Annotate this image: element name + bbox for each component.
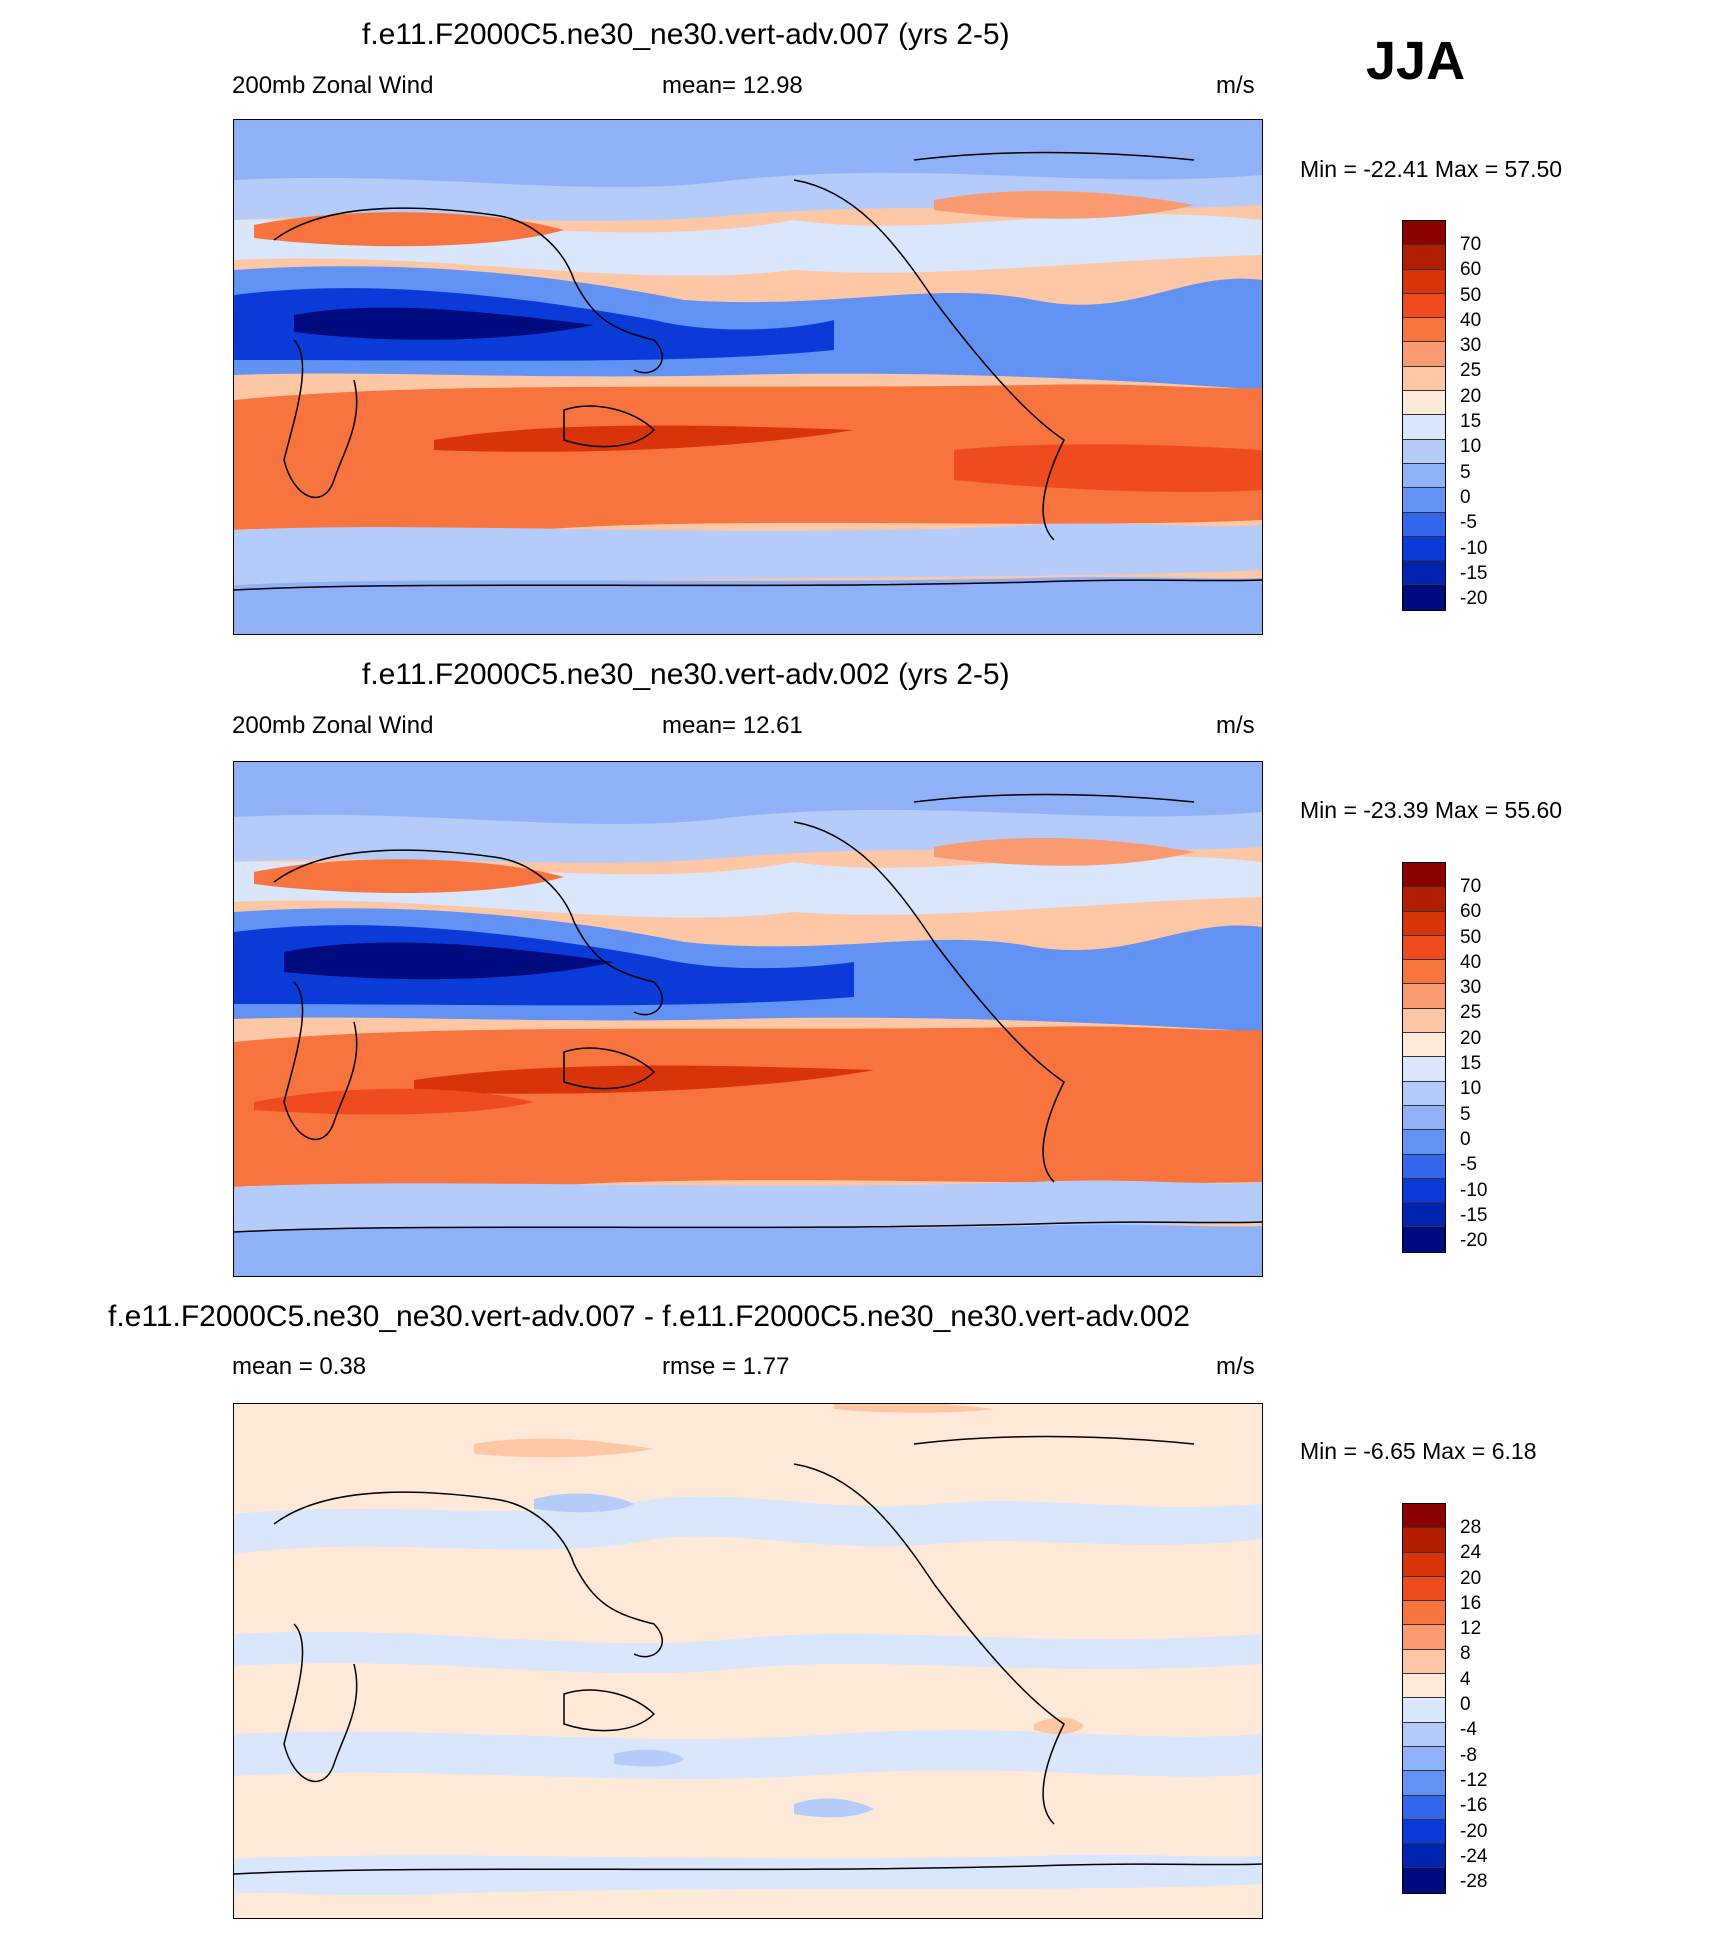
panel-2-variable: 200mb Zonal Wind: [232, 712, 434, 739]
colorbar-label: -5: [1460, 1154, 1477, 1176]
panel-1-map: [233, 119, 1263, 635]
diff-positive-blob-3: [1034, 1717, 1084, 1735]
colorbar-label: 15: [1460, 411, 1482, 433]
diff-positive-blob-4: [474, 1438, 654, 1458]
nh-jet-asia: [254, 859, 564, 894]
panel-3-mean: mean = 0.38: [232, 1353, 367, 1380]
panel-3-rmse: rmse = 1.77: [662, 1353, 790, 1380]
diff-negative-band-4: [234, 1854, 1262, 1896]
sh-jet-outer: [234, 1026, 1262, 1190]
colorbar-label: -28: [1460, 1871, 1488, 1893]
colorbar-label: 12: [1460, 1618, 1482, 1640]
colorbar-label: 4: [1460, 1668, 1471, 1690]
colorbar-label: 30: [1460, 977, 1482, 999]
diff-negative-band-3: [234, 1730, 1262, 1779]
colorbar-label: -20: [1460, 1820, 1488, 1842]
coastlines: [234, 793, 1262, 1233]
tropical-easterlies-max: [284, 942, 614, 980]
colorbar-label: 24: [1460, 1542, 1482, 1564]
colorbar-label: -15: [1460, 1204, 1488, 1226]
colorbar-label: 5: [1460, 1103, 1471, 1125]
colorbar-label: 8: [1460, 1643, 1471, 1665]
antarctic-band: [234, 1224, 1262, 1276]
panel-1-title: f.e11.F2000C5.ne30_ne30.vert-adv.007 (yr…: [362, 18, 1010, 51]
panel-3-units: m/s: [1216, 1353, 1255, 1380]
panel-2-title: f.e11.F2000C5.ne30_ne30.vert-adv.002 (yr…: [362, 658, 1010, 691]
diff-negative-band-1: [234, 1496, 1262, 1554]
coastlines: [234, 151, 1262, 591]
colorbar-label: -5: [1460, 512, 1477, 534]
panel-2-map: [233, 761, 1263, 1277]
colorbar-label: 0: [1460, 486, 1471, 508]
panel-2-mean: mean= 12.61: [662, 712, 803, 739]
colorbar-label: 28: [1460, 1517, 1482, 1538]
panel-2-minmax: Min = -23.39 Max = 55.60: [1300, 797, 1563, 823]
panel-1-minmax: Min = -22.41 Max = 57.50: [1300, 156, 1563, 182]
coastlines: [234, 1435, 1262, 1875]
colorbar-label: 60: [1460, 901, 1482, 923]
southern-ocean-band: [234, 1180, 1262, 1234]
panel-1-colorbar: [1402, 220, 1446, 611]
colorbar-label: 0: [1460, 1694, 1471, 1716]
colorbar-label: -8: [1460, 1744, 1477, 1766]
panel-3-title: f.e11.F2000C5.ne30_ne30.vert-adv.007 - f…: [108, 1300, 1190, 1333]
subpolar-band: [234, 172, 1262, 221]
panel-1-variable: 200mb Zonal Wind: [232, 72, 434, 99]
panel-2-colorbar-labels: 70 60 50 40 30 25 20 15 10 5 0 -5 -10 -1…: [1460, 874, 1487, 1253]
colorbar-label: 0: [1460, 1128, 1471, 1150]
colorbar-label: 25: [1460, 1002, 1482, 1024]
colorbar-label: 25: [1460, 360, 1482, 382]
panel-2-colorbar: [1402, 862, 1446, 1253]
colorbar-label: -10: [1460, 1179, 1488, 1201]
colorbar-label: 60: [1460, 259, 1482, 281]
colorbar-label: 50: [1460, 284, 1482, 306]
southern-ocean-band: [234, 523, 1262, 587]
colorbar-label: -20: [1460, 588, 1488, 610]
diff-positive-blob-2: [834, 1404, 994, 1413]
colorbar-label: 20: [1460, 1567, 1482, 1589]
diff-negative-blob-2: [794, 1798, 874, 1818]
panel-3-colorbar-labels: 28 24 20 16 12 8 4 0 -4 -8 -12 -16 -20 -…: [1460, 1515, 1487, 1894]
colorbar-label: 70: [1460, 876, 1482, 897]
colorbar-label: 30: [1460, 335, 1482, 357]
panel-3-minmax: Min = -6.65 Max = 6.18: [1300, 1438, 1537, 1464]
season-label: JJA: [1366, 31, 1466, 91]
sh-jet-east: [954, 444, 1262, 492]
colorbar-label: 10: [1460, 436, 1482, 458]
sh-jet-core: [434, 425, 854, 452]
colorbar-label: -10: [1460, 537, 1488, 559]
panel-2-units: m/s: [1216, 712, 1255, 739]
tropical-easterlies-max: [294, 307, 594, 340]
colorbar-label: -20: [1460, 1230, 1488, 1252]
colorbar-label: -24: [1460, 1845, 1488, 1867]
panel-1-mean: mean= 12.98: [662, 72, 803, 99]
panel-3-colorbar: [1402, 1503, 1446, 1894]
colorbar-label: 15: [1460, 1053, 1482, 1075]
panel-3-map: [233, 1403, 1263, 1919]
nh-jet-atlantic: [934, 190, 1194, 219]
sh-jet-outer: [234, 384, 1262, 534]
colorbar-label: 20: [1460, 1027, 1482, 1049]
colorbar-label: 10: [1460, 1078, 1482, 1100]
colorbar-label: 70: [1460, 234, 1482, 255]
colorbar-label: 50: [1460, 926, 1482, 948]
colorbar-label: 40: [1460, 309, 1482, 331]
diff-negative-band-2: [234, 1631, 1262, 1674]
colorbar-label: 20: [1460, 385, 1482, 407]
colorbar-label: -15: [1460, 562, 1488, 584]
colorbar-label: -12: [1460, 1769, 1488, 1791]
nh-jet-asia: [254, 212, 564, 247]
panel-1-colorbar-labels: 70 60 50 40 30 25 20 15 10 5 0 -5 -10 -1…: [1460, 232, 1487, 611]
diff-negative-blob-1: [534, 1493, 634, 1513]
colorbar-label: -4: [1460, 1719, 1477, 1741]
antarctic-band: [234, 577, 1262, 634]
diff-negative-blob-3: [614, 1749, 684, 1767]
nh-jet-atlantic: [934, 837, 1194, 866]
sh-jet-south: [254, 1088, 534, 1115]
colorbar-label: 5: [1460, 461, 1471, 483]
colorbar-label: -16: [1460, 1795, 1488, 1817]
colorbar-label: 16: [1460, 1592, 1482, 1614]
panel-1-units: m/s: [1216, 72, 1255, 99]
colorbar-label: 40: [1460, 951, 1482, 973]
